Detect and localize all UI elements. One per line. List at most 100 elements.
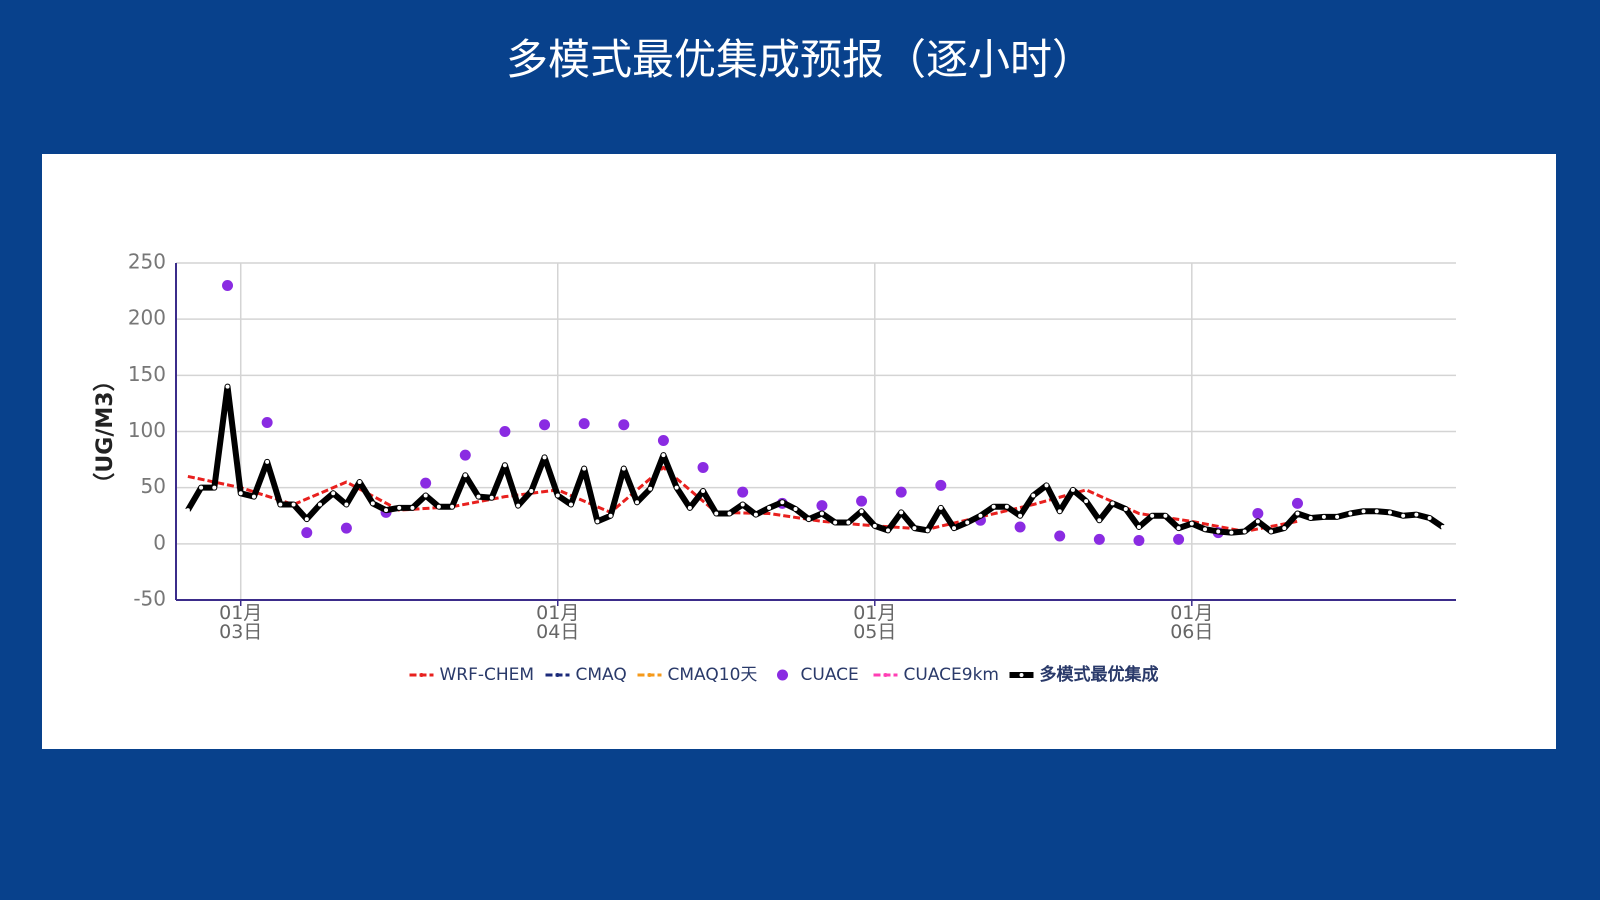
- data-point: [648, 486, 653, 491]
- series-line: [185, 383, 1445, 536]
- y-tick-label: 200: [128, 306, 166, 330]
- data-point: [1084, 499, 1089, 504]
- legend-label: CMAQ: [576, 665, 627, 685]
- y-tick-label: 50: [141, 474, 166, 498]
- x-tick-label: 01月 06日: [1170, 602, 1214, 643]
- data-point: [819, 511, 824, 516]
- data-point: [978, 513, 983, 518]
- data-point: [1070, 487, 1075, 492]
- data-point: [225, 384, 230, 389]
- data-point: [618, 419, 630, 431]
- data-point: [265, 459, 270, 464]
- data-point: [1361, 509, 1366, 514]
- y-tick-label: 250: [128, 250, 166, 274]
- data-point: [1374, 509, 1379, 514]
- data-point: [582, 466, 587, 471]
- data-point: [925, 528, 930, 533]
- data-point: [1163, 513, 1168, 518]
- data-point: [261, 417, 273, 429]
- data-point: [753, 512, 758, 517]
- x-tick-label: 01月 04日: [536, 602, 580, 643]
- data-point: [1054, 530, 1066, 542]
- data-point: [1044, 483, 1049, 488]
- y-tick-label: 100: [128, 418, 166, 442]
- legend-label: WRF-CHEM: [440, 665, 535, 685]
- data-point: [463, 473, 468, 478]
- y-tick-label: -50: [133, 587, 166, 611]
- data-point: [502, 463, 507, 468]
- data-point: [740, 502, 745, 507]
- series-line: [187, 465, 1298, 533]
- data-point: [1189, 521, 1194, 526]
- legend-swatch: [777, 669, 788, 681]
- data-point: [1295, 511, 1300, 516]
- data-point: [1018, 513, 1023, 518]
- data-point: [938, 505, 943, 510]
- data-point: [816, 500, 828, 512]
- data-point: [1321, 514, 1326, 519]
- data-point: [899, 510, 904, 515]
- data-point: [344, 502, 349, 507]
- data-point: [912, 526, 917, 531]
- data-point: [780, 500, 785, 505]
- data-point: [1440, 524, 1445, 529]
- data-point: [357, 480, 362, 485]
- data-point: [1203, 527, 1208, 532]
- data-point: [727, 511, 732, 516]
- data-point: [846, 520, 851, 525]
- data-point: [1242, 529, 1247, 534]
- data-point: [1229, 530, 1234, 535]
- legend-label: CUACE: [801, 665, 859, 685]
- data-point: [199, 485, 204, 490]
- data-point: [1335, 514, 1340, 519]
- data-point: [1348, 511, 1353, 516]
- data-point: [935, 479, 947, 491]
- data-point: [1176, 526, 1181, 531]
- data-point: [1291, 497, 1303, 509]
- data-point: [806, 517, 811, 522]
- chart-panel: [42, 154, 1556, 749]
- data-point: [384, 508, 389, 513]
- data-point: [304, 517, 309, 522]
- legend-swatch-dot: [419, 673, 424, 677]
- data-point: [1216, 529, 1221, 534]
- data-point: [251, 494, 256, 499]
- data-point: [1173, 533, 1185, 545]
- data-point: [1110, 501, 1115, 506]
- data-point: [661, 453, 666, 458]
- y-axis-label: （UG/M3）: [93, 369, 118, 494]
- data-point: [872, 523, 877, 528]
- data-point: [1387, 510, 1392, 515]
- legend-swatch-dot: [647, 673, 652, 677]
- data-point: [965, 520, 970, 525]
- data-point: [1255, 519, 1260, 524]
- data-point: [420, 477, 432, 489]
- data-point: [952, 526, 957, 531]
- data-point: [991, 504, 996, 509]
- data-point: [1427, 515, 1432, 520]
- data-point: [436, 504, 441, 509]
- data-point: [185, 508, 190, 513]
- data-point: [1133, 534, 1145, 546]
- data-point: [555, 493, 560, 498]
- data-point: [539, 419, 551, 431]
- data-point: [793, 507, 798, 512]
- data-point: [1057, 509, 1062, 514]
- data-point: [833, 520, 838, 525]
- data-point: [608, 513, 613, 518]
- data-point: [1252, 508, 1264, 520]
- data-point: [397, 505, 402, 510]
- data-point: [568, 502, 573, 507]
- data-point: [1136, 524, 1141, 529]
- data-point: [499, 426, 511, 437]
- legend-swatch-dot: [555, 673, 560, 677]
- data-point: [370, 501, 375, 506]
- data-point: [459, 449, 471, 461]
- data-point: [621, 466, 626, 471]
- data-point: [674, 485, 679, 490]
- legend-swatch-dot: [1019, 673, 1024, 677]
- data-point: [856, 495, 868, 507]
- data-point: [317, 502, 322, 507]
